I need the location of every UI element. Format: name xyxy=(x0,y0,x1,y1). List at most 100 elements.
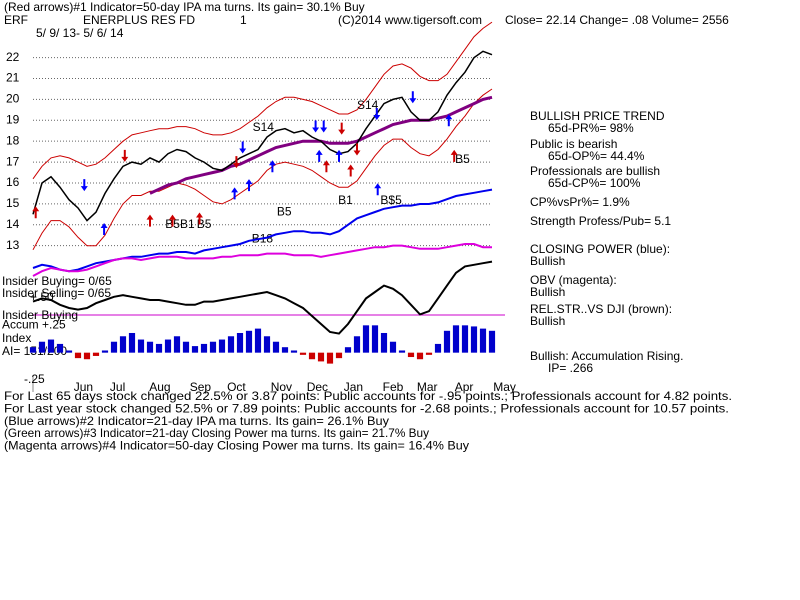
signal-label: B5 xyxy=(455,152,470,166)
accum-bar xyxy=(317,352,325,362)
accum-bar xyxy=(389,341,397,353)
accum-bar xyxy=(272,341,280,353)
accum-bar xyxy=(380,332,388,353)
signal-arrow xyxy=(335,149,343,162)
y-tick-label: 19 xyxy=(6,112,20,126)
accum-bar xyxy=(479,328,487,353)
insider-label: Index xyxy=(2,331,31,345)
accum-bar xyxy=(254,328,262,353)
y-tick-label: 14 xyxy=(6,217,20,231)
signal-arrow xyxy=(121,149,129,162)
accum-bar xyxy=(200,343,208,353)
y-tick-label: +.50 xyxy=(30,290,54,304)
signal-arrow xyxy=(374,183,382,196)
accum-bar xyxy=(65,350,73,353)
status-text: Public is bearish xyxy=(530,137,617,151)
accum-bar xyxy=(416,352,424,360)
accum-bar xyxy=(92,352,100,356)
signal-arrow xyxy=(409,91,417,104)
series-line xyxy=(32,50,493,222)
signal-arrow xyxy=(32,206,40,219)
status-text: Professionals are bullish xyxy=(530,164,660,178)
footer-text: (Magenta arrows)#4 Indicator=50-day Clos… xyxy=(4,438,469,452)
signal-arrow xyxy=(315,149,323,162)
insider-label: Insider Selling= 0/65 xyxy=(2,286,111,300)
copyright: (C)2014 www.tigersoft.com xyxy=(338,13,482,27)
accum-bar xyxy=(29,347,37,353)
status-text: CLOSING POWER (blue): xyxy=(530,242,670,256)
accum-bar xyxy=(74,352,82,359)
accum-bar xyxy=(227,336,235,353)
signal-arrow xyxy=(450,149,458,162)
symbol: ERF xyxy=(4,13,28,27)
y-tick-label: -.25 xyxy=(24,372,45,386)
signal-arrow xyxy=(445,114,453,127)
signal-arrow xyxy=(80,179,88,192)
x-tick-label: May xyxy=(493,380,516,394)
footer-text: For Last year stock changed 52.5% or 7.8… xyxy=(4,401,729,415)
series-line xyxy=(32,21,493,180)
accum-bar xyxy=(290,350,298,353)
series-line xyxy=(32,243,492,277)
number: 1 xyxy=(240,13,247,27)
accum-bar xyxy=(434,343,442,353)
footer-text: (Green arrows)#3 Indicator=21-day Closin… xyxy=(4,426,429,440)
signal-label: S14 xyxy=(357,98,379,112)
insider-label: Insider Buying= 0/65 xyxy=(2,274,112,288)
accum-bar xyxy=(425,352,433,355)
signal-arrow xyxy=(320,120,328,133)
signal-label: S14 xyxy=(253,120,275,134)
signal-label: B5 xyxy=(197,217,212,231)
x-tick-label: Mar xyxy=(417,380,438,394)
accum-bar xyxy=(443,330,451,353)
signal-arrow xyxy=(347,164,355,177)
accum-bar xyxy=(407,352,415,358)
signal-label: B1 xyxy=(338,193,353,207)
x-tick-label: Jul xyxy=(110,380,125,394)
status-text: Strength Profess/Pub= 5.1 xyxy=(530,214,671,228)
accum-bar xyxy=(236,332,244,353)
y-tick-label: 21 xyxy=(6,71,20,85)
accum-bar xyxy=(488,330,496,353)
accum-bar xyxy=(245,330,253,353)
signal-arrow xyxy=(373,108,381,121)
accum-bar xyxy=(146,341,154,353)
accum-bar xyxy=(452,325,460,353)
signal-arrow xyxy=(322,160,330,173)
signal-arrow xyxy=(196,212,203,225)
x-tick-label: Oct xyxy=(227,380,246,394)
accum-bar xyxy=(209,341,217,353)
footer-text: For Last 65 days stock changed 22.5% or … xyxy=(4,389,732,403)
footer-text: (Blue arrows)#2 Indicator=21-day IPA ma … xyxy=(4,414,389,428)
signal-label: B5 xyxy=(277,204,292,218)
accum-bar xyxy=(191,346,199,353)
series-line xyxy=(32,260,493,335)
accum-bar xyxy=(164,339,172,353)
accum-bar xyxy=(137,339,145,353)
series-line xyxy=(32,88,493,251)
signal-arrow xyxy=(231,187,239,200)
status-text: Bullish xyxy=(530,285,565,299)
accum-bar xyxy=(83,352,91,360)
accum-bar xyxy=(344,347,352,353)
accum-bar xyxy=(353,336,361,353)
signal-arrow xyxy=(169,214,176,227)
signal-arrow xyxy=(338,122,346,135)
insider-label: Insider Buying xyxy=(2,308,78,322)
date-range: 5/ 9/ 13- 5/ 6/ 14 xyxy=(36,26,124,40)
status-text: IP= .266 xyxy=(548,361,593,375)
signal-arrow xyxy=(353,143,361,156)
signal-arrow xyxy=(232,156,240,169)
quote: Close= 22.14 Change= .08 Volume= 2556 xyxy=(505,13,729,27)
company: ENERPLUS RES FD xyxy=(83,13,195,27)
status-text: 65d-OP%= 44.4% xyxy=(548,149,645,163)
accum-bar xyxy=(155,343,163,353)
accum-bar xyxy=(128,332,136,353)
signal-arrow xyxy=(100,222,108,235)
accum-bar xyxy=(326,352,334,364)
accum-bar xyxy=(281,347,289,353)
x-tick-label: Jun xyxy=(74,380,93,394)
x-tick-label: Sep xyxy=(190,380,212,394)
